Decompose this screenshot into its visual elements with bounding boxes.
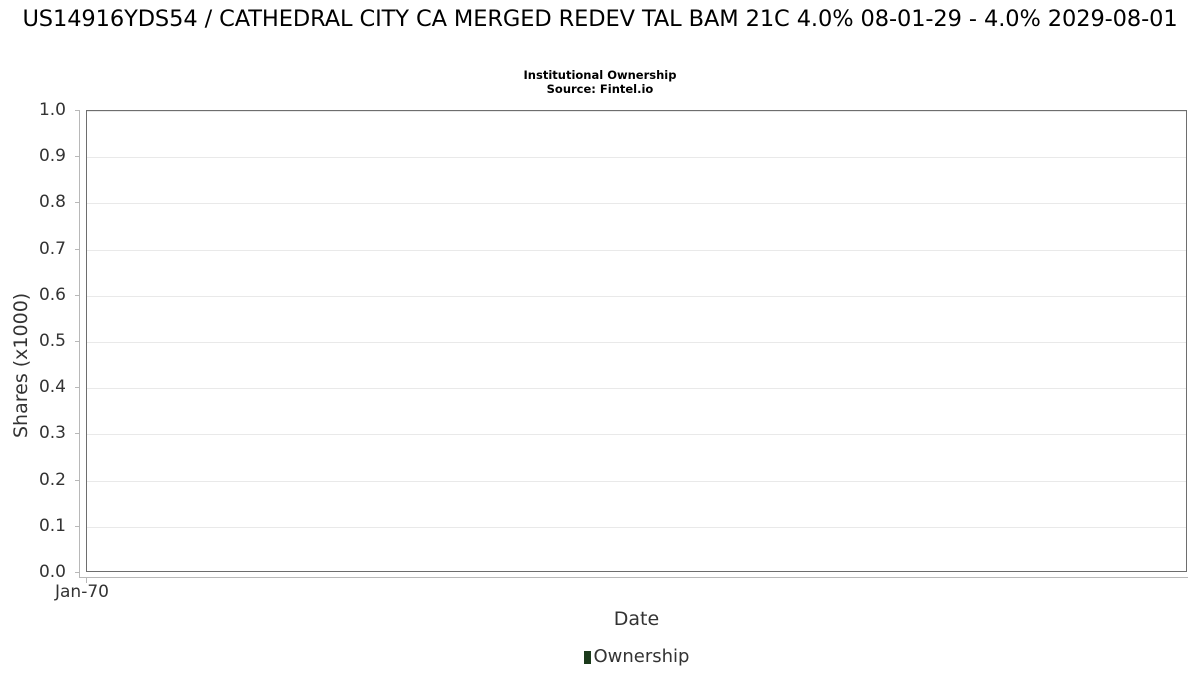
chart-title: US14916YDS54 / CATHEDRAL CITY CA MERGED … [22,6,1178,32]
y-tick-mark [75,249,80,250]
y-tick-mark [75,433,80,434]
gridline-y [87,527,1186,528]
y-tick-mark [75,526,80,527]
gridline-y [87,342,1186,343]
series-layer-ownership [87,111,1186,571]
y-tick-label: 0.4 [38,377,66,397]
y-axis-title-text: Shares (x1000) [10,292,32,438]
y-tick-mark [75,572,80,573]
y-tick-mark [75,110,80,111]
legend-swatch-icon [583,650,591,664]
gridline-y [87,481,1186,482]
y-tick-mark [75,341,80,342]
chart-legend: Ownership [86,647,1187,667]
chart-title-block: US14916YDS54 / CATHEDRAL CITY CA MERGED … [0,4,1200,35]
gridline-y [87,203,1186,204]
y-tick-label: 0.3 [38,423,66,443]
gridline-y [87,296,1186,297]
plot-area [86,110,1187,572]
y-axis-title: Shares (x1000) [8,240,34,440]
y-tick-mark [75,295,80,296]
gridline-y [87,157,1186,158]
y-tick-label: 0.5 [38,331,66,351]
y-tick-label: 0.9 [38,146,66,166]
chart-subtitle-block: Institutional Ownership Source: Fintel.i… [0,68,1200,96]
x-tick-mark [86,578,87,583]
y-tick-label: 0.0 [38,562,66,582]
y-tick-label: 0.2 [38,470,66,490]
x-tick-label: Jan-70 [55,582,109,602]
y-tick-label: 0.8 [38,192,66,212]
chart-source-label: Source: Fintel.io [546,82,654,96]
y-tick-label: 0.7 [38,239,66,259]
gridline-y [87,388,1186,389]
y-tick-mark [75,480,80,481]
x-axis-line [79,577,1188,578]
gridline-y [87,111,1186,112]
gridline-y [87,250,1186,251]
gridline-y [87,434,1186,435]
y-tick-mark [75,202,80,203]
y-tick-label: 0.6 [38,285,66,305]
y-tick-mark [75,387,80,388]
legend-label-ownership: Ownership [593,646,690,667]
legend-item-ownership[interactable]: Ownership [583,646,690,667]
y-tick-label: 0.1 [38,516,66,536]
y-tick-mark [75,156,80,157]
y-tick-label: 1.0 [38,100,66,120]
x-axis-title: Date [613,608,660,630]
y-axis-line [79,110,80,578]
chart-subtitle: Institutional Ownership [523,68,677,82]
